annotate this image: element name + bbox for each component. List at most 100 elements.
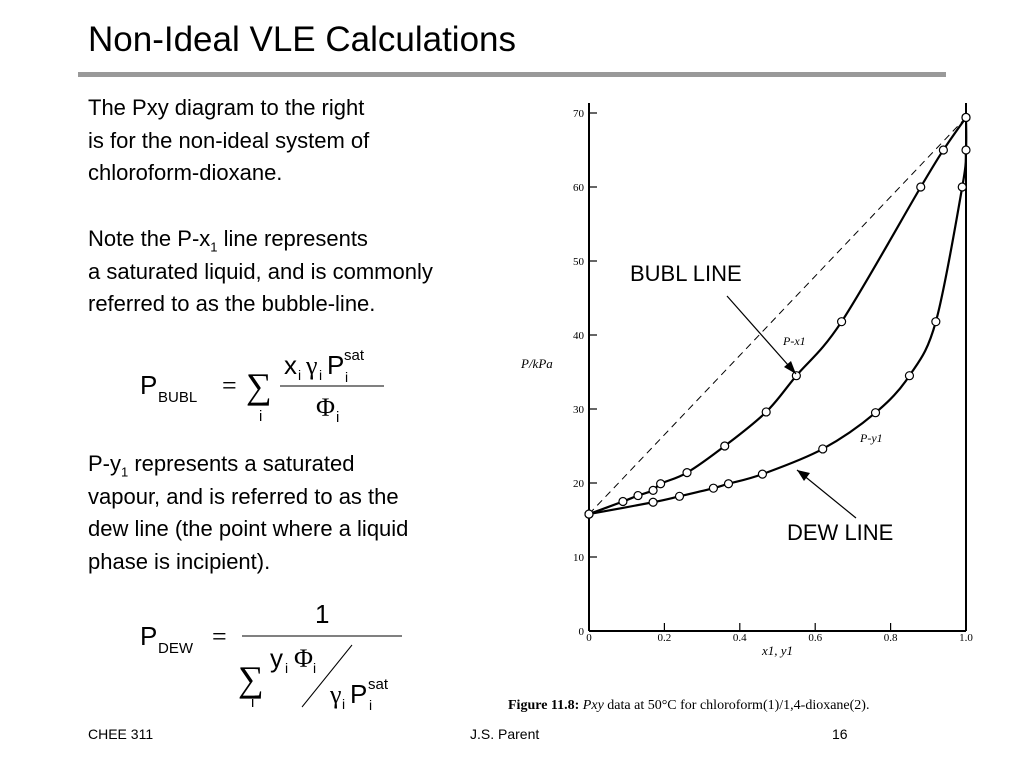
chart-labels: 0 10 20 30 40 50 60 70 0 0.2 0.4 0.6 0.8 1.0 [573, 108, 973, 644]
dew-line-2: vapour, and is referred to as the [88, 483, 399, 509]
y-tick-label: 50 [573, 256, 585, 268]
chart-curves [588, 116, 968, 516]
figure-caption: Figure 11.8: Pxy data at 50°C for chloro… [508, 698, 869, 713]
bubble-line-3: referred to as the bubble-line. [88, 291, 376, 316]
svg-text:sat: sat [368, 676, 389, 693]
svg-text:i: i [313, 660, 316, 676]
x-tick-label: 0.6 [808, 632, 822, 644]
data-point [961, 112, 971, 123]
data-point [904, 371, 915, 381]
svg-text:i: i [369, 697, 372, 713]
y-tick-label: 60 [573, 182, 585, 194]
dew-pressure-equation: P DEW = 1 ∑ i y i Φ i γ i P sat i [140, 599, 402, 713]
eq-bubl-equals: = [222, 371, 237, 400]
data-point [757, 469, 768, 479]
curve-label-py: P-y1 [859, 431, 883, 445]
data-point [818, 444, 828, 454]
data-point [633, 490, 643, 501]
eq-bubl-sum-index: i [259, 408, 262, 425]
eq-dew-sum-index: i [251, 694, 254, 711]
intro-line-2: is for the non-ideal system of [88, 127, 370, 153]
y-tick-label: 40 [573, 330, 585, 342]
data-point [618, 496, 628, 507]
svg-text:i: i [298, 367, 301, 383]
raoult-dashed-line [588, 117, 967, 515]
bubl-arrow-shaft [726, 295, 797, 375]
chart-points [584, 112, 971, 519]
footer-page-number: 16 [832, 726, 848, 742]
svg-text:i: i [319, 367, 322, 383]
eq-bubl-P: P [140, 370, 157, 400]
dew-arrowhead [797, 470, 810, 481]
dew-line-1: P-y1 represents a saturated [88, 451, 355, 480]
dew-arrow-shaft [796, 469, 857, 519]
y-tick-label: 30 [573, 404, 585, 416]
eq-dew-P-sub: DEW [158, 640, 194, 657]
bubl-arrowhead [784, 361, 796, 374]
data-point [723, 479, 734, 489]
y-axis-label: P/kPa [520, 356, 553, 371]
eq-dew-y: y [270, 643, 283, 673]
data-point [836, 317, 847, 327]
x-tick-label: 1.0 [959, 632, 973, 644]
data-point [648, 485, 658, 495]
eq-dew-P: P [140, 621, 157, 651]
bubble-line-2: a saturated liquid, and is commonly [88, 258, 433, 284]
data-point [682, 468, 692, 478]
y-tick-label: 0 [579, 626, 585, 638]
eq-dew-numerator: 1 [315, 599, 329, 629]
eq-bubl-gamma: γ [305, 351, 318, 380]
dew-curve [588, 117, 968, 516]
eq-dew-sum: ∑ [238, 659, 264, 699]
x-tick-label: 0 [586, 632, 592, 644]
eq-bubl-Psat: P [327, 350, 344, 380]
data-point [938, 145, 948, 155]
data-point [708, 483, 719, 493]
data-point [791, 371, 801, 381]
bubble-pressure-equation: P BUBL = ∑ i x i γ i P sat i Φ i [140, 347, 384, 426]
eq-dew-gamma: γ [329, 680, 342, 709]
bubble-line-paragraph: Note the P-x1 line represents a saturate… [88, 223, 538, 321]
dew-line-label: DEW LINE [787, 520, 893, 545]
eq-bubl-phi: Φ [316, 393, 335, 422]
eq-bubl-sum: ∑ [246, 366, 272, 406]
data-point [957, 182, 967, 192]
x-tick-label: 0.2 [658, 632, 672, 644]
dew-line-3: dew line (the point where a liquid [88, 516, 409, 541]
eq-dew-phi: Φ [294, 644, 313, 673]
svg-text:i: i [345, 369, 348, 385]
footer-course: CHEE 311 [88, 726, 154, 742]
title-divider [78, 72, 946, 77]
intro-paragraph: The Pxy diagram to the right is for the … [88, 92, 538, 190]
bubble-line-1: Note the P-x1 line represents [88, 226, 368, 255]
eq-dew-equals: = [212, 622, 227, 651]
svg-text:sat: sat [344, 347, 365, 364]
slide-title: Non-Ideal VLE Calculations [88, 20, 517, 59]
eq-dew-Psat: P [350, 679, 367, 709]
eq-bubl-x: x [284, 350, 297, 380]
dew-line-4: phase is incipient). [88, 548, 271, 574]
bubl-line-label: BUBL LINE [630, 261, 742, 286]
data-point [674, 491, 685, 501]
chart-axes [588, 103, 967, 632]
curve-label-px: P-x1 [782, 334, 806, 348]
eq-dew-slash [301, 644, 353, 708]
data-point [870, 408, 881, 418]
data-point [656, 479, 666, 489]
intro-line-1: The Pxy diagram to the right [88, 95, 365, 120]
svg-text:i: i [285, 660, 288, 676]
y-tick-label: 20 [573, 478, 585, 490]
x-tick-label: 0.8 [884, 632, 898, 644]
data-point [931, 317, 941, 327]
y-tick-label: 70 [573, 108, 585, 120]
data-point [761, 407, 771, 417]
bubble-curve [588, 116, 967, 516]
data-point [916, 182, 926, 192]
x-axis-label: x1, y1 [761, 643, 793, 658]
dew-line-paragraph: P-y1 represents a saturated vapour, and … [88, 448, 538, 578]
eq-bubl-P-sub: BUBL [158, 389, 197, 406]
svg-text:i: i [336, 409, 339, 426]
y-tick-label: 10 [573, 552, 585, 564]
svg-text:i: i [342, 696, 345, 712]
